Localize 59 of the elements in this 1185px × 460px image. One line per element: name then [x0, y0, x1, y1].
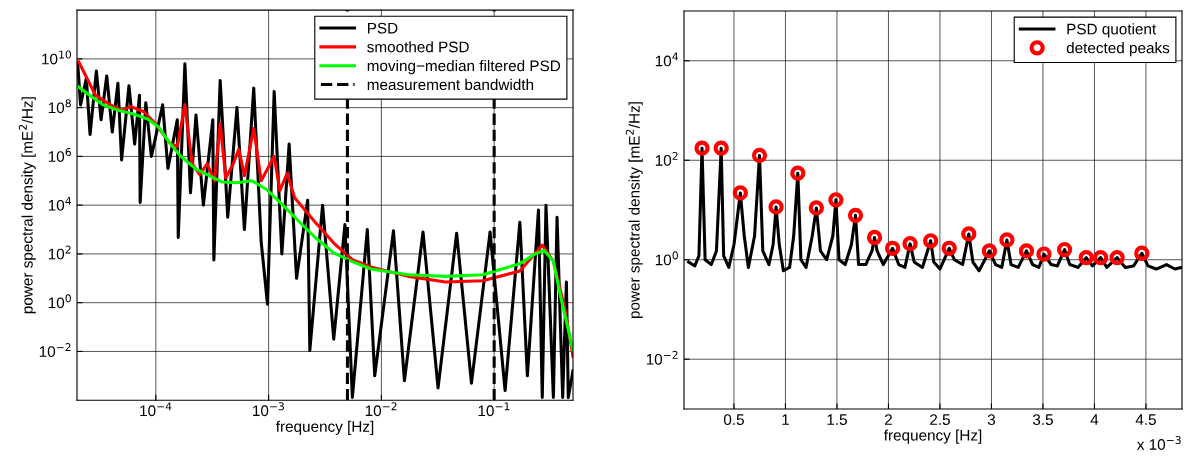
y-axis-title: power spectral density [mE$^{2}$/Hz] — [18, 97, 36, 314]
y-axis-title: power spectral density [mE$^{2}$/Hz] — [625, 102, 643, 319]
x-tick-label: 2 — [884, 414, 892, 425]
x-tick-label: 4 — [1090, 414, 1099, 425]
x-tick-label: 3 — [987, 414, 996, 426]
text: x 10$^{−3}$ — [1136, 435, 1181, 450]
x-tick-label: 2.5 — [930, 414, 950, 426]
point — [1018, 243, 1035, 259]
y-tick-label: 10$^{4}$ — [48, 196, 72, 211]
y-tick-label: 10$^{10}$ — [42, 50, 72, 65]
legend-label: moving−median filtered PSD — [367, 59, 561, 75]
y-tick-label: 10$^{0}$ — [655, 251, 678, 266]
y-tick-label: 10$^{0}$ — [48, 294, 71, 309]
point — [1109, 250, 1125, 266]
x-tick-label: 3.5 — [1032, 414, 1053, 426]
y-tick-label: 10$^{4}$ — [655, 52, 679, 67]
point — [732, 185, 748, 201]
x-tick-label: 10$^{−4}$ — [140, 402, 172, 417]
x-tick-label: 1 — [782, 414, 789, 425]
legend-label: detected peaks — [1066, 42, 1170, 57]
legend-label: smoothed PSD — [367, 41, 469, 53]
point — [751, 147, 768, 164]
point — [941, 240, 957, 256]
x-tick-label: 10$^{−2}$ — [365, 402, 397, 417]
x-tick-label: 10$^{−3}$ — [253, 402, 284, 417]
y-tick-label: 10$^{2}$ — [48, 245, 71, 260]
x-axis-title: frequency [Hz] — [883, 429, 982, 444]
point — [790, 165, 806, 181]
y-tick-label: 10$^{8}$ — [48, 99, 71, 114]
legend-label: PSD — [368, 22, 398, 34]
point — [1134, 245, 1150, 261]
x-tick-label: 1.5 — [827, 414, 847, 426]
point — [981, 243, 998, 259]
legend-label: PSD quotient — [1067, 23, 1157, 38]
y-tick-label: 10$^{2}$ — [655, 151, 678, 166]
y-tick-label: 10$^{−2}$ — [39, 343, 71, 358]
x-axis-title: frequency [Hz] — [275, 420, 374, 435]
x-tick-label: 0.5 — [723, 414, 744, 426]
point — [999, 232, 1015, 248]
point — [1078, 250, 1094, 266]
point — [866, 229, 883, 246]
point — [808, 200, 824, 216]
ref-line-label: measurement bandwidth — [367, 78, 534, 91]
y-tick-label: 10$^{6}$ — [48, 148, 71, 162]
x-tick-label: 10$^{−1}$ — [478, 402, 510, 417]
point — [961, 226, 977, 242]
point — [902, 236, 918, 252]
point — [1056, 241, 1073, 258]
point — [768, 199, 784, 215]
y-tick-label: 10$^{−2}$ — [646, 350, 678, 365]
point — [847, 207, 864, 223]
point — [694, 140, 710, 156]
point — [828, 192, 844, 208]
point — [713, 140, 729, 156]
point — [1092, 250, 1109, 266]
point — [923, 233, 939, 249]
x-tick-label: 4.5 — [1135, 414, 1156, 426]
point — [884, 240, 901, 256]
point — [1036, 246, 1052, 262]
